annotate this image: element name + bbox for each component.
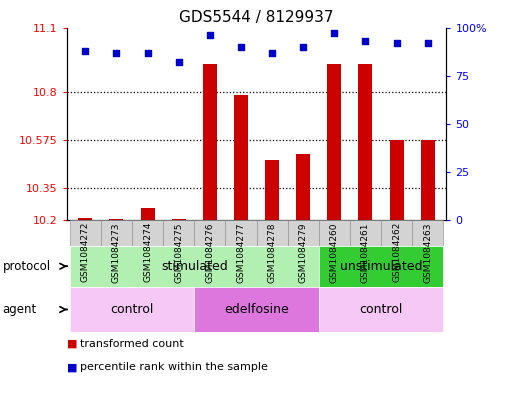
- Bar: [359, 64, 372, 220]
- Text: ■: ■: [67, 362, 77, 373]
- Bar: [296, 154, 310, 220]
- Text: GSM1084260: GSM1084260: [330, 222, 339, 283]
- Point: [174, 59, 183, 65]
- Bar: [319, 246, 443, 287]
- Text: GSM1084261: GSM1084261: [361, 222, 370, 283]
- Bar: [256, 220, 288, 246]
- Bar: [132, 220, 163, 246]
- Point: [361, 38, 369, 44]
- Text: stimulated: stimulated: [161, 260, 228, 273]
- Text: control: control: [110, 303, 154, 316]
- Bar: [319, 287, 443, 332]
- Text: GSM1084263: GSM1084263: [423, 222, 432, 283]
- Bar: [389, 140, 404, 220]
- Bar: [225, 220, 256, 246]
- Point: [392, 40, 401, 46]
- Bar: [350, 220, 381, 246]
- Bar: [78, 217, 92, 220]
- Text: GSM1084278: GSM1084278: [268, 222, 277, 283]
- Bar: [288, 220, 319, 246]
- Point: [330, 30, 339, 37]
- Text: percentile rank within the sample: percentile rank within the sample: [80, 362, 267, 373]
- Point: [424, 40, 432, 46]
- Text: GSM1084262: GSM1084262: [392, 222, 401, 283]
- Bar: [265, 160, 279, 220]
- Bar: [70, 220, 101, 246]
- Point: [112, 50, 121, 56]
- Bar: [141, 208, 154, 220]
- Text: protocol: protocol: [3, 260, 51, 273]
- Point: [268, 50, 276, 56]
- Point: [81, 48, 89, 54]
- Bar: [319, 220, 350, 246]
- Bar: [163, 220, 194, 246]
- Text: ■: ■: [67, 339, 77, 349]
- Bar: [234, 95, 248, 220]
- Text: transformed count: transformed count: [80, 339, 183, 349]
- Text: GSM1084273: GSM1084273: [112, 222, 121, 283]
- Text: GSM1084279: GSM1084279: [299, 222, 308, 283]
- Text: GSM1084272: GSM1084272: [81, 222, 90, 283]
- Text: agent: agent: [3, 303, 37, 316]
- Text: GSM1084274: GSM1084274: [143, 222, 152, 283]
- Text: GSM1084276: GSM1084276: [205, 222, 214, 283]
- Point: [299, 44, 307, 50]
- Point: [206, 32, 214, 39]
- Bar: [412, 220, 443, 246]
- Bar: [172, 219, 186, 220]
- Bar: [109, 219, 124, 220]
- Text: edelfosine: edelfosine: [224, 303, 289, 316]
- Bar: [101, 220, 132, 246]
- Point: [237, 44, 245, 50]
- Bar: [327, 64, 341, 220]
- Bar: [421, 140, 435, 220]
- Bar: [70, 246, 319, 287]
- Bar: [70, 287, 194, 332]
- Bar: [381, 220, 412, 246]
- Text: unstimulated: unstimulated: [340, 260, 422, 273]
- Bar: [194, 287, 319, 332]
- Bar: [203, 64, 217, 220]
- Title: GDS5544 / 8129937: GDS5544 / 8129937: [179, 10, 334, 25]
- Bar: [194, 220, 225, 246]
- Point: [144, 50, 152, 56]
- Text: GSM1084275: GSM1084275: [174, 222, 183, 283]
- Text: GSM1084277: GSM1084277: [236, 222, 245, 283]
- Text: control: control: [359, 303, 403, 316]
